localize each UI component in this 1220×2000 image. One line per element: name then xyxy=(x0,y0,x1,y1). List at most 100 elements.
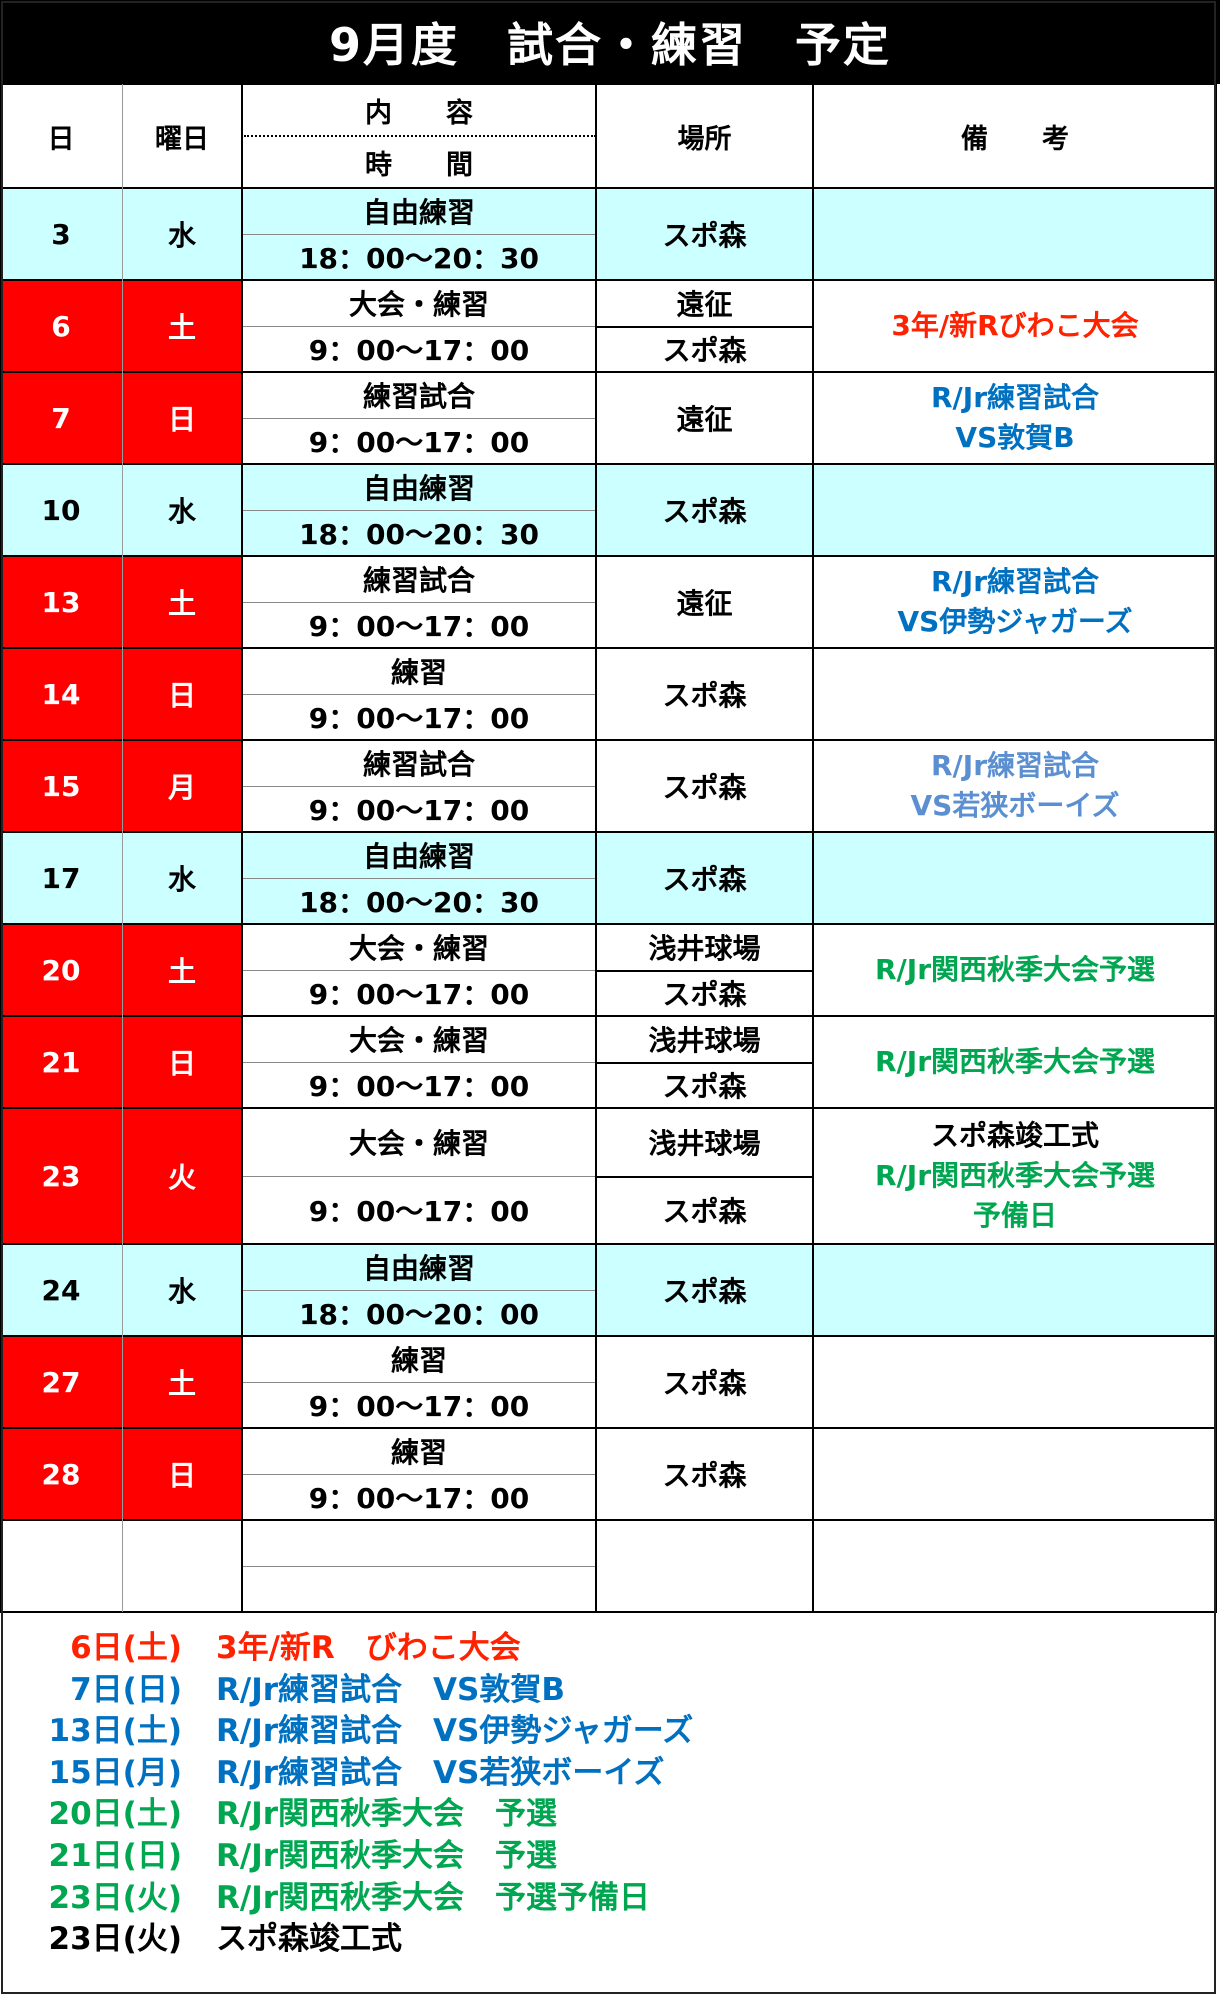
remark-line: VS伊勢ジャガーズ xyxy=(897,605,1133,638)
weekday-cell: 土 xyxy=(122,1336,242,1428)
weekday-cell: 水 xyxy=(122,188,242,280)
place-label: スポ森 xyxy=(662,978,747,1011)
weekday-cell: 水 xyxy=(122,464,242,556)
content-divider xyxy=(242,970,596,971)
weekday-cell: 火 xyxy=(122,1108,242,1244)
activity-label: 自由練習 xyxy=(362,472,475,505)
content-cell: 自由練習 18：00～20：30 xyxy=(242,832,596,924)
content-cell: 練習試合 9：00～17：00 xyxy=(242,372,596,464)
time-label: 9：00～17：00 xyxy=(308,978,530,1011)
column-divider xyxy=(812,84,814,1612)
row-divider xyxy=(0,371,1217,373)
note-text: R/Jr関西秋季大会 予選 xyxy=(216,1838,558,1874)
place-label: スポ森 xyxy=(662,1367,747,1400)
header-place: 場所 xyxy=(677,123,732,155)
note-date: 6日(土) xyxy=(70,1630,182,1666)
remark-line: R/Jr関西秋季大会予選 xyxy=(874,1159,1155,1192)
note-date: 20日(土) xyxy=(48,1796,182,1833)
place-cell: スポ森 xyxy=(596,1336,813,1428)
activity-label: 大会・練習 xyxy=(348,1127,489,1160)
weekday-cell: 土 xyxy=(122,556,242,648)
content-divider xyxy=(242,694,596,695)
table-row: 27 土 練習 9：00～17：00 スポ森 xyxy=(0,1336,1217,1428)
note-date: 23日(火) xyxy=(48,1879,182,1916)
day-cell: 23 xyxy=(0,1108,122,1244)
remarks-cell xyxy=(813,1336,1217,1428)
activity-label: 練習 xyxy=(390,1344,447,1377)
column-divider xyxy=(241,84,243,1612)
place-cell: スポ森 xyxy=(596,1428,813,1520)
content-cell: 練習 9：00～17：00 xyxy=(242,1336,596,1428)
place-label: 浅井球場 xyxy=(648,1127,761,1160)
place-cell: 浅井球場 スポ森 xyxy=(596,1108,813,1244)
place-cell: スポ森 xyxy=(596,832,813,924)
remark-line: 予備日 xyxy=(972,1199,1057,1232)
place-label: スポ森 xyxy=(662,679,747,712)
header-time: 時 間 xyxy=(365,149,473,181)
table-row: 7 日 練習試合 9：00～17：00 遠征 R/Jr練習試合 VS敦賀B xyxy=(0,372,1217,464)
day-cell: 24 xyxy=(0,1244,122,1336)
weekday-cell xyxy=(122,1520,242,1612)
note-text: 3年/新R びわこ大会 xyxy=(216,1630,521,1666)
row-divider xyxy=(0,279,1217,281)
table-row: 10 水 自由練習 18：00～20：30 スポ森 xyxy=(0,464,1217,556)
row-divider xyxy=(0,831,1217,833)
activity-label: 練習試合 xyxy=(362,380,475,413)
activity-label: 大会・練習 xyxy=(348,288,489,321)
day-cell xyxy=(0,1520,122,1612)
content-cell: 練習 9：00～17：00 xyxy=(242,1428,596,1520)
row-divider xyxy=(0,1015,1217,1017)
content-divider xyxy=(242,602,596,603)
content-cell: 自由練習 18：00～20：30 xyxy=(242,188,596,280)
content-cell: 練習試合 9：00～17：00 xyxy=(242,556,596,648)
note-date: 21日(日) xyxy=(48,1838,182,1874)
content-cell: 練習試合 9：00～17：00 xyxy=(242,740,596,832)
content-divider xyxy=(242,1176,596,1177)
place-label: 浅井球場 xyxy=(648,932,761,965)
row-divider xyxy=(0,1611,1217,1613)
header-divider xyxy=(0,83,1217,85)
column-divider xyxy=(0,84,1,1612)
time-label: 18：00～20：30 xyxy=(299,518,539,551)
content-cell: 大会・練習 9：00～17：00 xyxy=(242,1108,596,1244)
place-label: スポ森 xyxy=(662,495,747,528)
weekday-cell: 土 xyxy=(122,924,242,1016)
remarks-cell: R/Jr練習試合 VS伊勢ジャガーズ xyxy=(813,556,1217,648)
column-divider xyxy=(122,84,123,1612)
place-cell: スポ森 xyxy=(596,740,813,832)
row-divider xyxy=(0,923,1217,925)
place-cell: スポ森 xyxy=(596,188,813,280)
remarks-cell xyxy=(813,648,1217,740)
place-cell: 浅井球場 スポ森 xyxy=(596,924,813,1016)
content-cell: 自由練習 18：00～20：00 xyxy=(242,1244,596,1336)
place-cell: 遠征 xyxy=(596,556,813,648)
weekday-cell: 日 xyxy=(122,648,242,740)
place-cell xyxy=(596,1520,813,1612)
time-label: 9：00～17：00 xyxy=(308,1195,530,1228)
table-row: 20 土 大会・練習 9：00～17：00 浅井球場 スポ森 R/Jr関西秋季大会予選 xyxy=(0,924,1217,1016)
activity-label: 練習試合 xyxy=(362,564,475,597)
time-label: 9：00～17：00 xyxy=(308,334,530,367)
remark-line: VS若狭ボーイズ xyxy=(910,789,1120,822)
time-label: 9：00～17：00 xyxy=(308,1390,530,1423)
content-cell: 大会・練習 9：00～17：00 xyxy=(242,280,596,372)
weekday-cell: 日 xyxy=(122,372,242,464)
remarks-cell xyxy=(813,188,1217,280)
content-cell: 練習 9：00～17：00 xyxy=(242,648,596,740)
place-divider xyxy=(596,1176,813,1178)
header-content: 内 容 xyxy=(365,97,473,129)
remarks-cell xyxy=(813,1520,1217,1612)
table-row: 3 水 自由練習 18：00～20：30 スポ森 xyxy=(0,188,1217,280)
day-cell: 28 xyxy=(0,1428,122,1520)
remarks-cell xyxy=(813,1244,1217,1336)
place-label: スポ森 xyxy=(662,334,747,367)
time-label: 9：00～17：00 xyxy=(308,1482,530,1515)
place-label: 遠征 xyxy=(676,288,733,321)
day-cell: 6 xyxy=(0,280,122,372)
time-label: 9：00～17：00 xyxy=(308,610,530,643)
remark-line: R/Jr関西秋季大会予選 xyxy=(874,1045,1155,1078)
remarks-cell xyxy=(813,1428,1217,1520)
note-text: R/Jr関西秋季大会 予選予備日 xyxy=(216,1879,651,1916)
place-label: スポ森 xyxy=(662,219,747,252)
